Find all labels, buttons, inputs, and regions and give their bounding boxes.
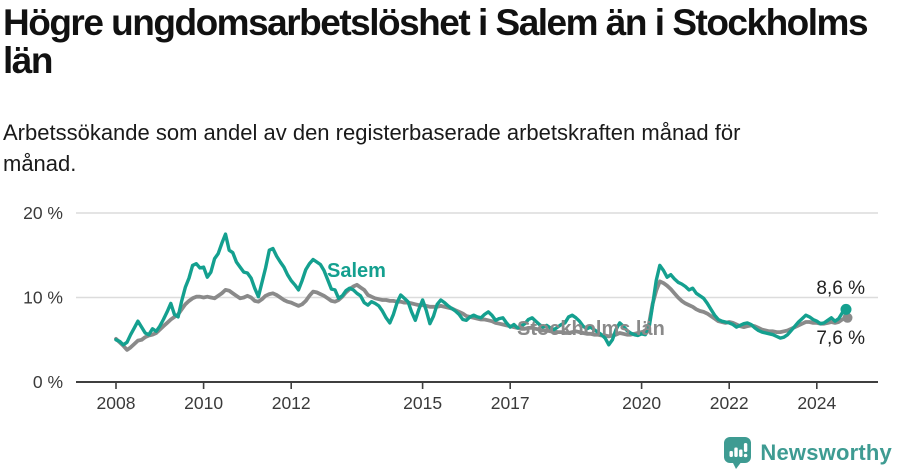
x-tick-label: 2017: [491, 393, 530, 413]
brand-name: Newsworthy: [760, 439, 892, 465]
x-tick-label: 2022: [710, 393, 749, 413]
stockholm-end-dot: [842, 312, 853, 323]
chart-subtitle-line1: Arbetssökande som andel av den registerb…: [3, 120, 741, 145]
y-tick-label: 0 %: [33, 372, 63, 392]
chart-subtitle-line2: månad.: [3, 151, 77, 177]
chart-subtitle: Arbetssökande som andel av den registerb…: [3, 117, 740, 179]
end-value-salem: 8,6 %: [816, 278, 865, 299]
page-title: Högre ungdomsarbetslöshet i Salem än i S…: [3, 2, 869, 82]
page-title-line1: Högre ungdomsarbetslöshet i Salem än i S…: [3, 2, 869, 43]
x-tick-label: 2020: [622, 393, 661, 413]
y-tick-label: 10 %: [23, 288, 63, 308]
salem-end-dot: [840, 303, 852, 315]
series-label-salem: Salem: [327, 260, 386, 282]
newsworthy-branding: Newsworthy: [723, 436, 892, 469]
y-tick-label: 20 %: [23, 203, 63, 223]
x-tick-label: 2008: [97, 393, 136, 413]
series-label-stockholm: Stockholms län: [517, 318, 665, 340]
end-value-stockholm: 7,6 %: [816, 328, 865, 349]
x-tick-label: 2012: [272, 393, 311, 413]
x-tick-label: 2024: [797, 393, 836, 413]
newsworthy-logo-icon: [724, 437, 752, 469]
x-tick-label: 2010: [184, 393, 223, 413]
page-title-line2: län: [3, 40, 53, 82]
salem-line: [114, 232, 848, 347]
x-tick-label: 2015: [403, 393, 442, 413]
